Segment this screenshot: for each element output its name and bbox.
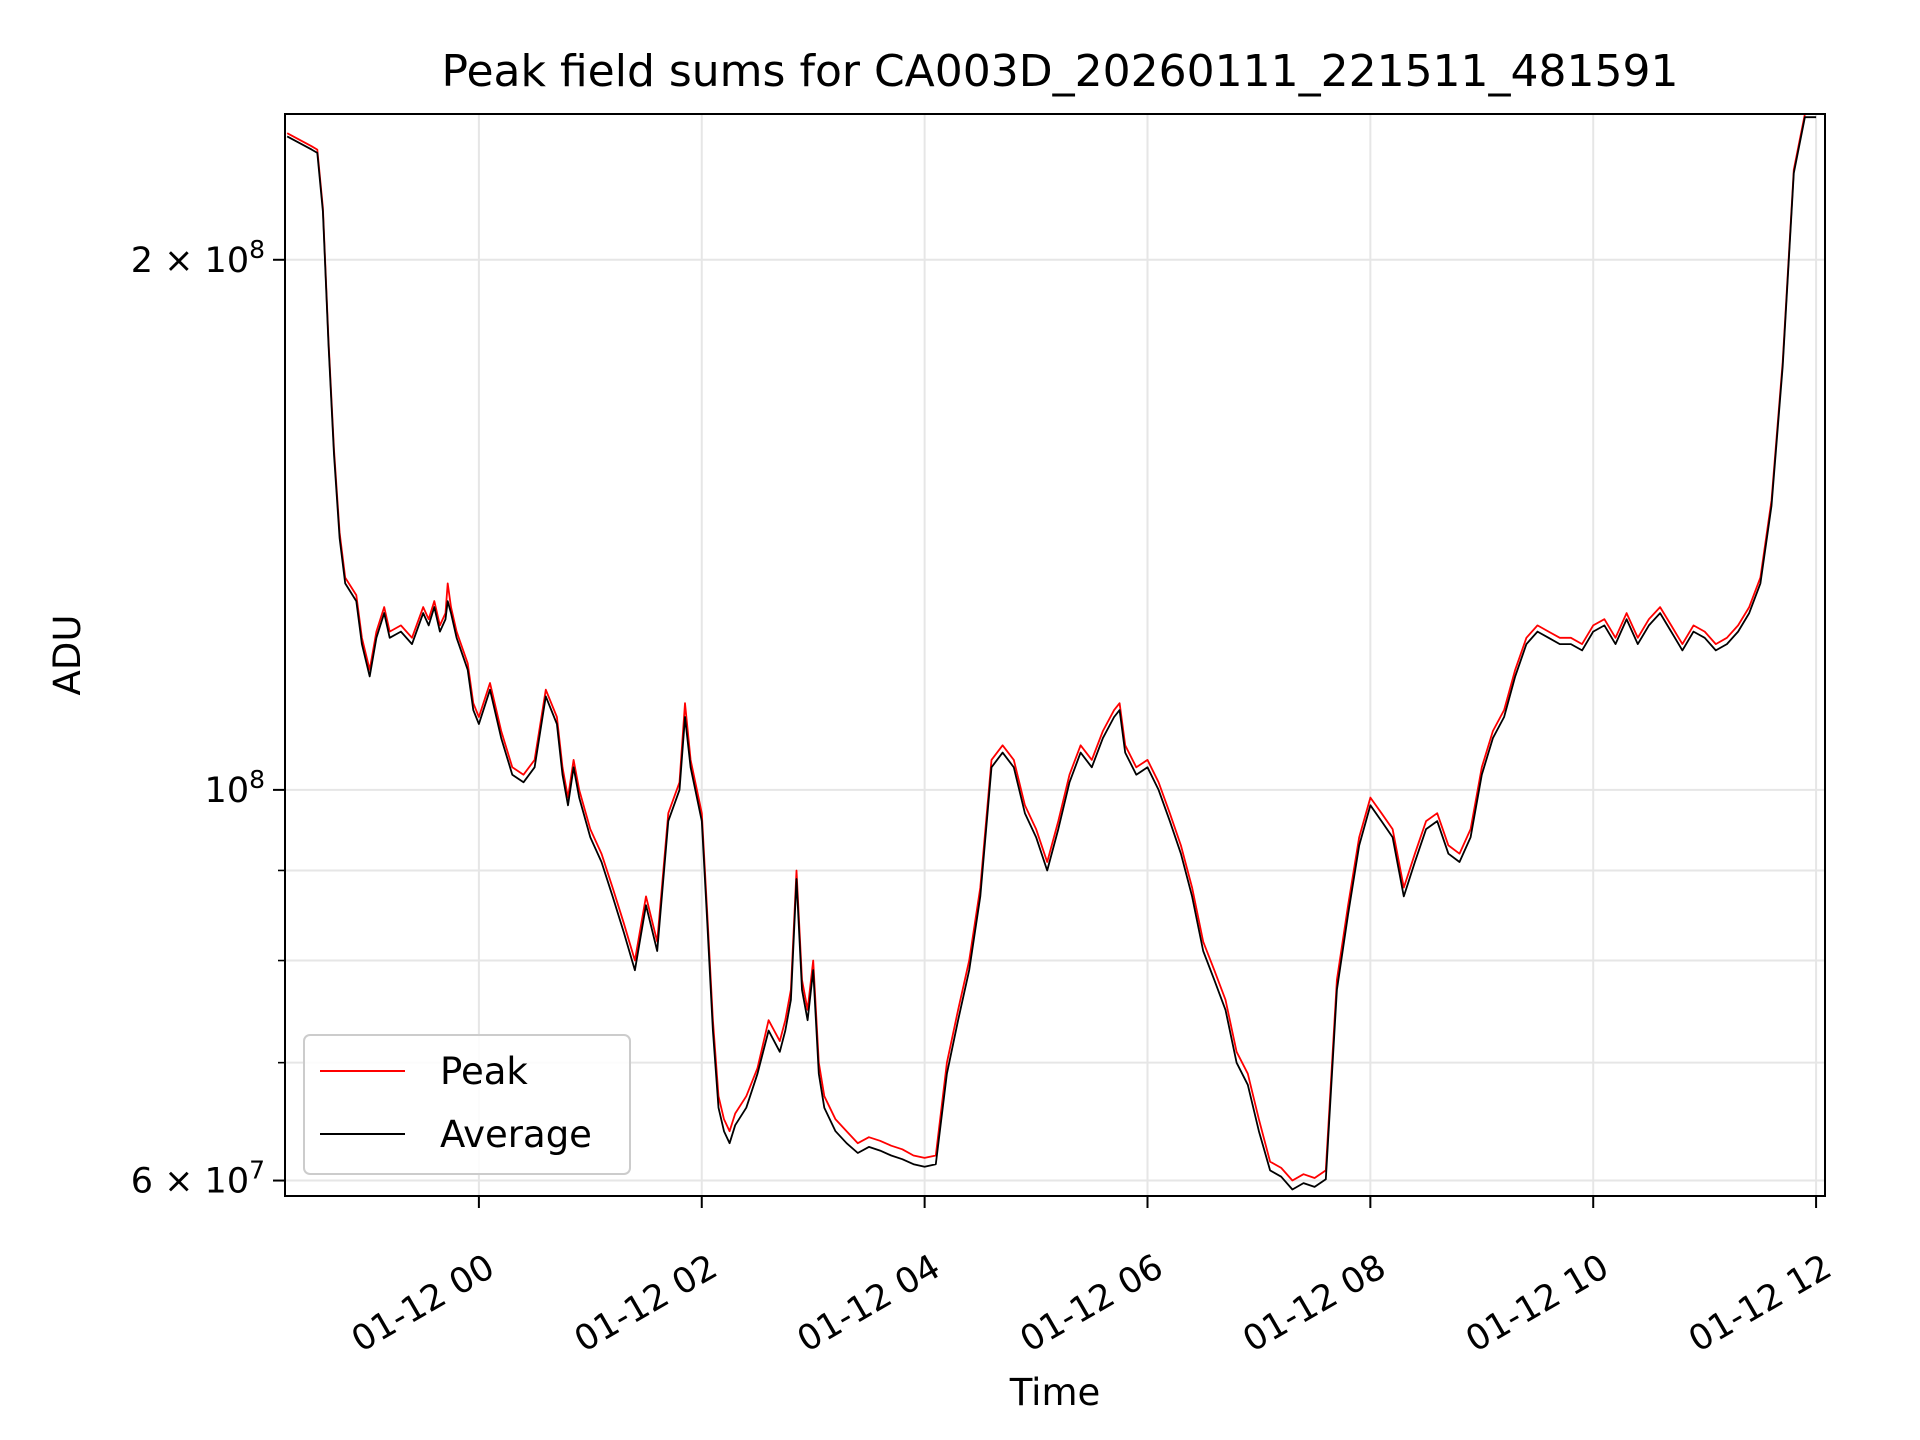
plot-frame xyxy=(284,113,1826,1197)
legend-peak-label: Peak xyxy=(440,1050,528,1093)
series-line-peak xyxy=(286,114,1817,1182)
legend-box xyxy=(303,1034,631,1175)
y-tick-label: 2 × 108 xyxy=(131,235,265,281)
y-axis-label: ADU xyxy=(46,615,89,696)
series-line-average xyxy=(286,116,1817,1191)
chart-title: Peak field sums for CA003D_20260111_2215… xyxy=(441,46,1678,97)
y-tick-label: 108 xyxy=(205,765,265,811)
y-axis-ticks: 108 2 × 108 6 × 107 xyxy=(131,235,285,1202)
y-tick-label: 6 × 107 xyxy=(131,1156,265,1202)
legend: Peak Average xyxy=(303,1034,631,1175)
series-layer xyxy=(286,114,1817,1191)
legend-average-label: Average xyxy=(440,1113,592,1156)
x-axis-label: Time xyxy=(1009,1371,1101,1414)
